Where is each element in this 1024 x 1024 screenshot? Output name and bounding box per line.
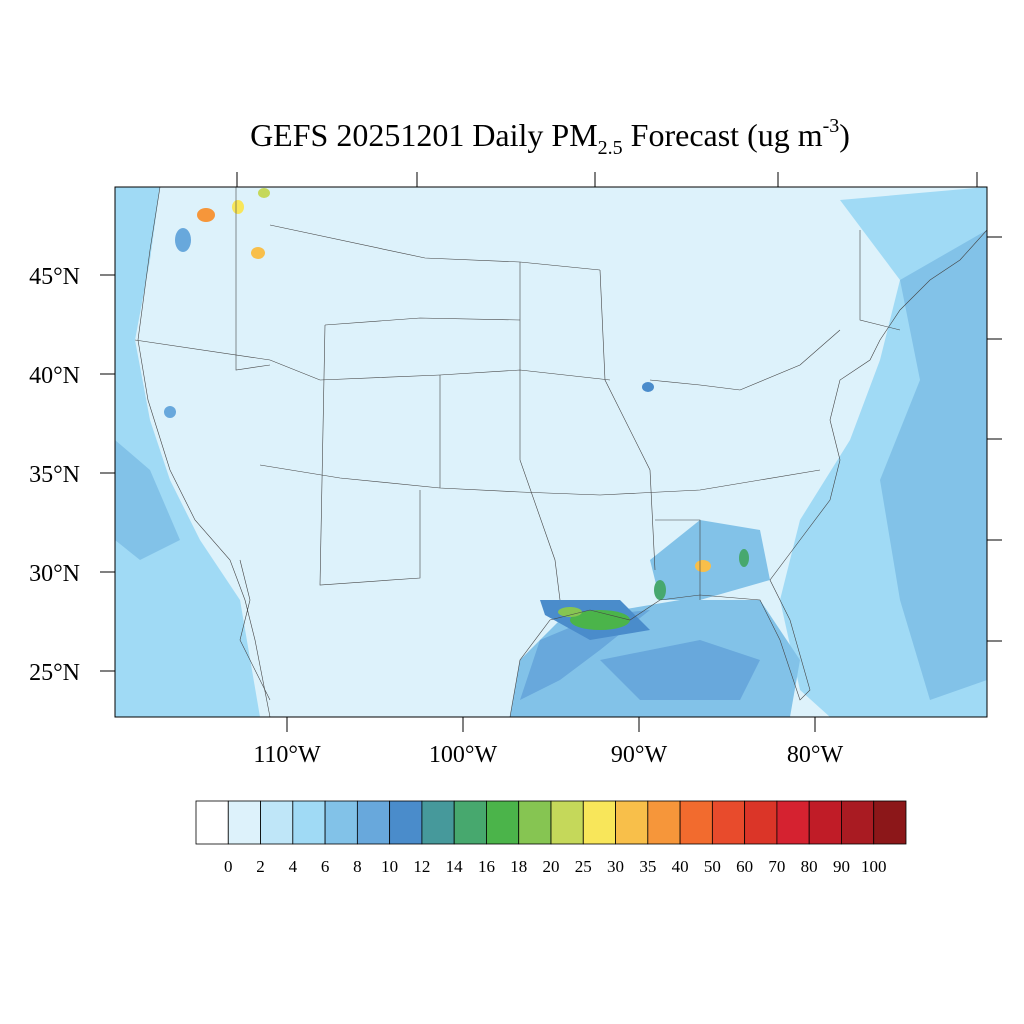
colorbar-label: 10: [381, 857, 398, 876]
colorbar-box: [453, 800, 487, 845]
lon-label: 100°W: [429, 742, 498, 768]
colorbar-label: 0: [224, 857, 233, 876]
title-subscript: 2.5: [598, 137, 623, 159]
boundaries: [134, 186, 988, 718]
colorbar-box: [292, 800, 326, 845]
colorbar-label: 8: [353, 857, 362, 876]
colorbar-box: [647, 800, 681, 845]
colorbar-label: 25: [575, 857, 592, 876]
colorbar-label: 14: [446, 857, 464, 876]
lon-label: 90°W: [611, 742, 668, 768]
colorbar-box: [324, 800, 358, 845]
colorbar-box: [195, 800, 229, 845]
colorbar-box: [873, 800, 907, 845]
colorbar-label: 4: [289, 857, 298, 876]
colorbar-label: 60: [736, 857, 753, 876]
colorbar-label: 40: [672, 857, 689, 876]
colorbar-label: 50: [704, 857, 721, 876]
title-superscript: -3: [823, 115, 840, 137]
map-frame: [114, 186, 988, 718]
colorbar-box: [744, 800, 778, 845]
title: GEFS 20251201 Daily PM2.5 Forecast (ug m…: [250, 115, 850, 159]
colorbar-label: 100: [861, 857, 887, 876]
colorbar-box: [776, 800, 810, 845]
colorbar-label: 90: [833, 857, 850, 876]
colorbar-label: 12: [413, 857, 430, 876]
colorbar-label: 80: [801, 857, 818, 876]
colorbar-box: [260, 800, 294, 845]
colorbar-label: 30: [607, 857, 624, 876]
colorbar-label: 35: [639, 857, 656, 876]
colorbar-box: [711, 800, 746, 845]
colorbar-box: [389, 800, 423, 845]
colorbar-label: 18: [510, 857, 527, 876]
title-end: ): [839, 117, 850, 153]
title-middle: Forecast (ug m: [623, 117, 823, 153]
lat-label: 25°N: [29, 660, 80, 686]
colorbar-box: [841, 800, 875, 845]
colorbar-box: [808, 800, 842, 845]
lon-label: 80°W: [787, 742, 844, 768]
lat-label: 45°N: [29, 264, 80, 290]
lat-label: 40°N: [29, 363, 80, 389]
colorbar-box: [421, 800, 455, 845]
map-field: [115, 187, 987, 717]
colorbar-box: [679, 800, 713, 845]
colorbar-box: [227, 800, 261, 845]
colorbar-box: [550, 800, 584, 845]
title-lead: GEFS 20251201 Daily PM: [250, 117, 598, 153]
colorbar-box: [518, 800, 552, 845]
colorbar-box: [615, 800, 649, 845]
colorbar-box: [356, 800, 391, 845]
colorbar-box: [486, 800, 520, 845]
colorbar-box: [582, 800, 616, 845]
lon-label: 110°W: [253, 742, 321, 768]
lat-label: 30°N: [29, 561, 80, 587]
colorbar-label: 6: [321, 857, 330, 876]
colorbar: 0 2 4 6 8 10 12 14 16 18 20 25 30 35 40 50 60 70 80 90 100: [195, 800, 907, 876]
colorbar-label: 20: [543, 857, 560, 876]
colorbar-label: 2: [256, 857, 265, 876]
axes: 45°N 40°N 35°N 30°N 25°N 110°W 100°W 90°W 80°W: [29, 172, 1002, 768]
colorbar-label: 70: [768, 857, 785, 876]
colorbar-label: 16: [478, 857, 495, 876]
lat-label: 35°N: [29, 462, 80, 488]
